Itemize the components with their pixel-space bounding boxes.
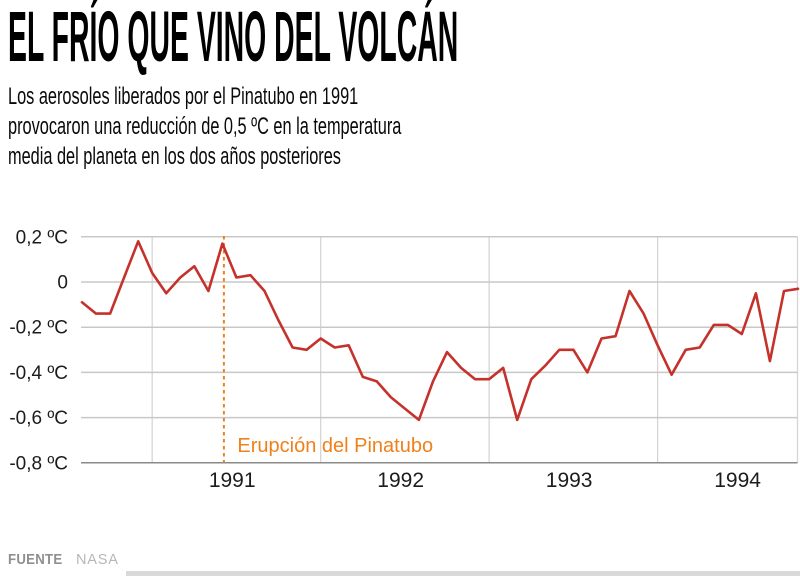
temperature-line <box>80 240 800 422</box>
y-tick-label: -0,4 ºC <box>9 363 68 384</box>
x-tick-label: 1994 <box>714 469 761 492</box>
page-title: EL FRÍO QUE VINO DEL VOLCÁN <box>8 0 459 77</box>
source-value: NASA <box>75 551 119 568</box>
subtitle: Los aerosoles liberados por el Pinatubo … <box>8 82 401 172</box>
y-tick-label: -0,2 ºC <box>9 318 68 339</box>
source-footer: FUENTE NASA <box>8 551 120 568</box>
x-tick-label: 1991 <box>209 469 256 492</box>
y-tick-label: 0,2 ºC <box>16 227 68 248</box>
subtitle-line-1: Los aerosoles liberados por el Pinatubo … <box>8 83 359 110</box>
y-tick-label: 0 <box>57 273 68 294</box>
source-label: FUENTE <box>8 551 63 568</box>
y-tick-label: -0,6 ºC <box>9 408 68 429</box>
x-tick-label: 1992 <box>377 469 424 492</box>
y-tick-label: -0,8 ºC <box>9 453 68 474</box>
x-tick-label: 1993 <box>546 469 593 492</box>
bottom-bar <box>126 571 800 576</box>
subtitle-line-2: provocaron una reducción de 0,5 ºC en la… <box>8 113 402 140</box>
eruption-label: Erupción del Pinatubo <box>237 435 433 457</box>
subtitle-line-3: media del planeta en los dos años poster… <box>8 143 341 170</box>
